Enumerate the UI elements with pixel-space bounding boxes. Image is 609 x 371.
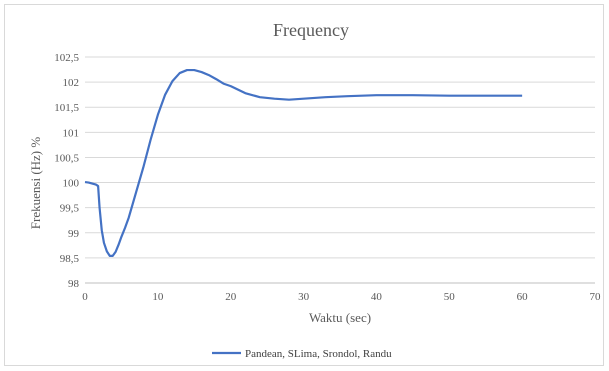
x-tick-label: 60 <box>517 291 529 303</box>
legend: Pandean, SLima, Srondol, Randu <box>212 348 392 360</box>
x-tick-label: 70 <box>590 291 602 303</box>
x-tick-labels: 0 10 20 30 40 50 60 70 <box>82 291 601 303</box>
y-tick-labels: 98 98,5 99 99,5 100 100,5 101 101,5 102 102,5 <box>54 52 79 290</box>
y-tick-label: 102,5 <box>54 52 79 64</box>
x-tick-label: 20 <box>225 291 237 303</box>
legend-label: Pandean, SLima, Srondol, Randu <box>245 348 392 360</box>
chart-frame <box>4 4 604 366</box>
y-tick-label: 98,5 <box>60 253 80 265</box>
gridlines <box>85 56 595 259</box>
y-tick-label: 100,5 <box>54 152 79 164</box>
y-tick-label: 98 <box>68 278 80 290</box>
x-tick-label: 10 <box>152 291 164 303</box>
y-tick-label: 101 <box>63 127 80 139</box>
x-tick-label: 40 <box>371 291 383 303</box>
x-tick-label: 0 <box>82 291 88 303</box>
chart-title: Frequency <box>273 20 349 40</box>
y-tick-label: 101,5 <box>54 102 79 114</box>
y-tick-label: 100 <box>63 178 80 190</box>
x-tick-label: 30 <box>298 291 310 303</box>
x-axis-label: Waktu (sec) <box>309 310 371 325</box>
series-line <box>84 68 523 257</box>
y-tick-label: 99 <box>68 228 80 240</box>
y-axis-label: Frekuensi (Hz) % <box>28 137 43 230</box>
y-tick-label: 99,5 <box>60 203 80 215</box>
x-tick-label: 50 <box>444 291 456 303</box>
y-tick-label: 102 <box>63 77 80 89</box>
